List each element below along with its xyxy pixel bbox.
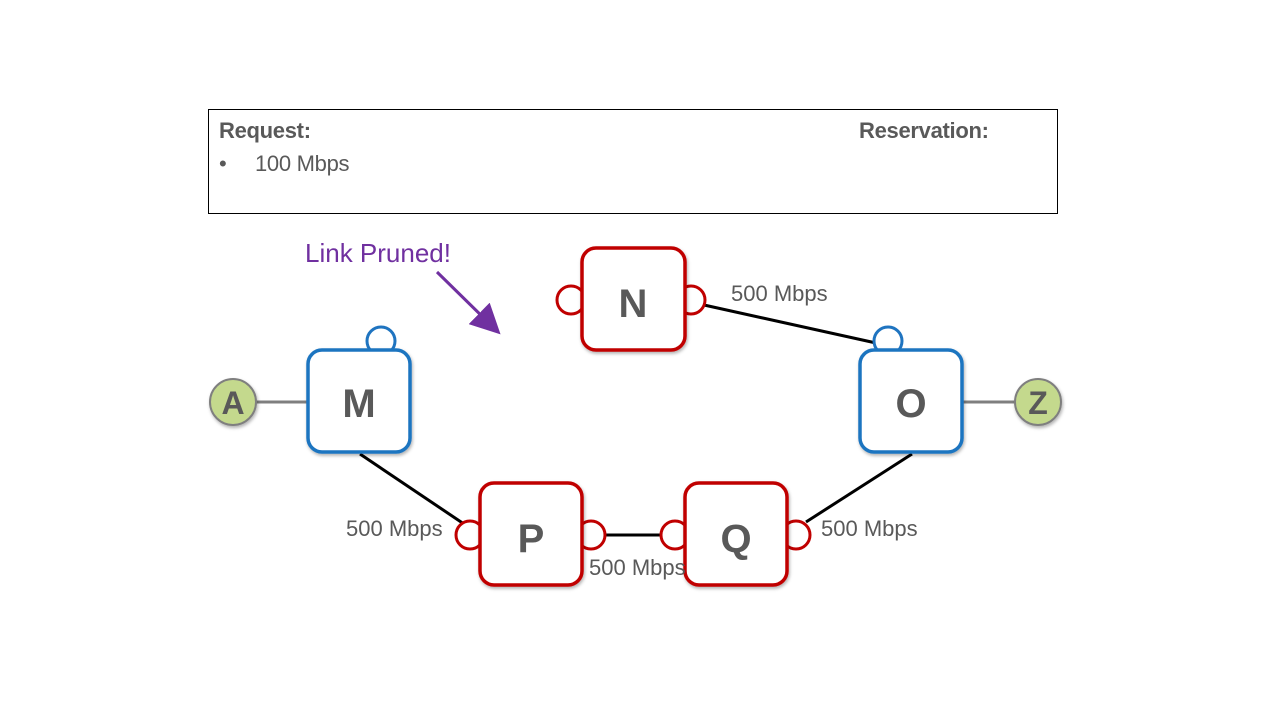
link-m-p xyxy=(359,452,465,526)
node-q-label: Q xyxy=(720,517,751,561)
bullet: • xyxy=(219,151,227,176)
link-q-o xyxy=(805,452,913,524)
request-item-text: 100 Mbps xyxy=(255,151,350,176)
link-q-o-label: 500 Mbps xyxy=(821,516,918,541)
request-item: • 100 Mbps xyxy=(219,151,350,177)
reservation-title: Reservation: xyxy=(859,118,989,143)
link-pruned-annotation: Link Pruned! xyxy=(305,238,451,268)
node-m xyxy=(306,348,412,454)
node-m-label: M xyxy=(342,382,375,426)
request-reservation-panel: Request: • 100 Mbps Reservation: xyxy=(208,109,1058,214)
request-title: Request: xyxy=(219,118,311,143)
node-n xyxy=(580,246,687,352)
node-o xyxy=(858,348,964,454)
link-m-p-label: 500 Mbps xyxy=(346,516,443,541)
link-p-q-label: 500 Mbps xyxy=(589,555,686,580)
node-p xyxy=(478,481,584,587)
endpoint-z xyxy=(1014,378,1062,426)
node-p-label: P xyxy=(518,517,545,561)
node-n-label: N xyxy=(619,282,648,326)
node-o-label: O xyxy=(895,382,926,426)
annotation-arrow xyxy=(435,270,501,335)
link-n-o xyxy=(703,303,877,345)
link-n-o-label: 500 Mbps xyxy=(731,281,828,306)
node-q xyxy=(683,481,789,587)
endpoint-a xyxy=(209,378,257,426)
endpoint-z-label: Z xyxy=(1028,385,1048,421)
endpoint-a-label: A xyxy=(221,385,244,421)
